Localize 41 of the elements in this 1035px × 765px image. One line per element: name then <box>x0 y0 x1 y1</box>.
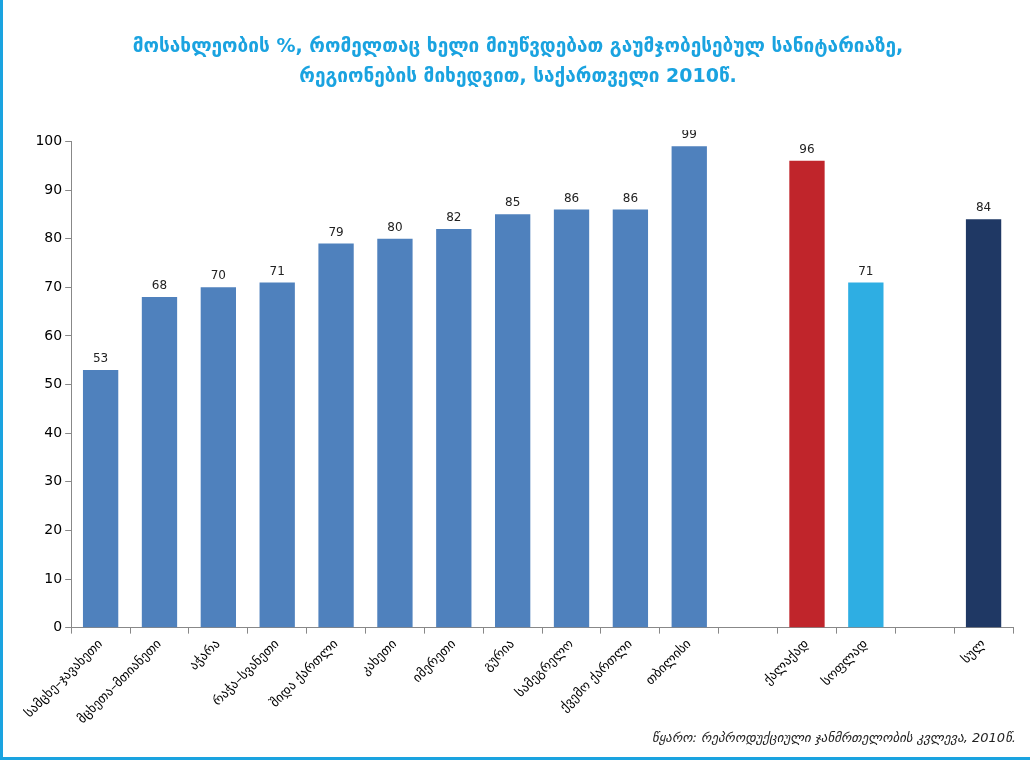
bar <box>789 160 825 628</box>
data-label: 82 <box>446 210 462 225</box>
bar <box>553 209 590 628</box>
data-label: 99 <box>681 127 697 142</box>
y-tick-label: 60 <box>44 326 63 343</box>
bar <box>200 287 236 628</box>
bar <box>671 146 707 628</box>
text: წყარო: რეპროდუქციული ჯანმრთელობის კვლევა, 2010წ. <box>651 730 1016 745</box>
data-label: 86 <box>563 190 580 205</box>
bar <box>141 297 178 628</box>
data-label: 84 <box>975 200 992 215</box>
bar <box>82 369 119 628</box>
data-label: 96 <box>799 141 815 156</box>
y-tick-label: 50 <box>44 375 63 392</box>
bar <box>495 214 531 628</box>
y-tick-label: 80 <box>44 229 63 246</box>
y-tick-label: 90 <box>44 180 63 197</box>
data-label: 71 <box>858 263 874 278</box>
bar <box>318 243 354 628</box>
y-tick-label: 20 <box>44 521 63 538</box>
bar <box>377 238 413 628</box>
data-label: 68 <box>151 278 168 293</box>
data-label: 70 <box>210 268 226 283</box>
data-label: 86 <box>622 190 639 205</box>
bar <box>259 282 295 628</box>
data-label: 85 <box>505 195 521 210</box>
bar <box>612 209 649 628</box>
y-tick-label: 0 <box>53 618 63 635</box>
data-label: 71 <box>269 263 285 278</box>
data-label: 80 <box>387 219 403 234</box>
data-label: 79 <box>328 224 344 239</box>
bar <box>436 228 472 628</box>
chart-title: მოსახლეობის %, რომელთაც ხელი მიუწვდებათ გაუმჯობესებულ სანიტარიაზე, რეგიონების მიხედვით, საქართველი 2010წ. <box>131 33 905 89</box>
y-tick-label: 40 <box>44 423 63 440</box>
y-tick-label: 30 <box>44 472 63 489</box>
bar <box>848 282 884 628</box>
data-label: 53 <box>92 351 109 366</box>
bar <box>965 219 1002 628</box>
y-tick-label: 10 <box>44 569 63 586</box>
y-tick-label: 70 <box>44 277 63 294</box>
y-tick-label: 100 <box>35 132 63 149</box>
